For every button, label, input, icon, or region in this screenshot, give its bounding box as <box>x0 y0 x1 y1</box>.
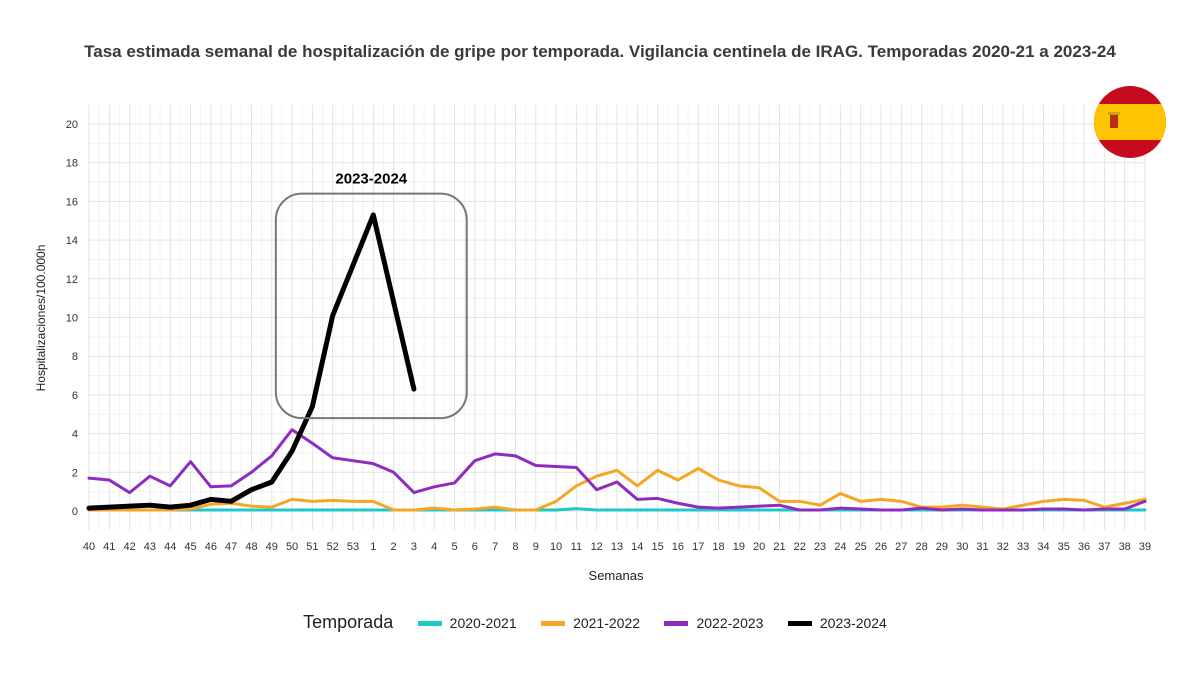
x-tick-label: 47 <box>225 541 237 553</box>
x-tick-label: 2 <box>391 541 397 553</box>
x-tick-label: 18 <box>712 541 724 553</box>
y-tick-label: 0 <box>72 506 78 518</box>
series-line-2023-2024 <box>86 212 417 511</box>
legend-label: 2022-2023 <box>696 614 764 631</box>
y-tick-label: 8 <box>72 351 78 363</box>
x-tick-label: 8 <box>512 541 518 553</box>
grid <box>88 105 1146 530</box>
legend-item-2021-2022: 2021-2022 <box>541 615 640 631</box>
x-tick-label: 33 <box>1017 541 1029 553</box>
x-tick-label: 6 <box>472 541 478 553</box>
x-tick-label: 31 <box>976 541 988 553</box>
x-tick-label: 19 <box>733 541 745 553</box>
x-tick-label: 28 <box>915 541 927 553</box>
x-tick-label: 1 <box>370 541 376 553</box>
x-tick-label: 11 <box>571 541 582 553</box>
x-tick-label: 7 <box>492 541 498 553</box>
x-tick-label: 37 <box>1098 541 1110 553</box>
x-tick-label: 40 <box>83 541 95 553</box>
x-tick-label: 5 <box>451 541 457 553</box>
series-line-2021-2022 <box>87 466 1147 512</box>
x-tick-label: 9 <box>533 541 539 553</box>
x-tick-label: 34 <box>1037 541 1049 553</box>
y-axis-ticks: 0 2 4 6 8 10 12 14 16 18 20 <box>66 119 78 518</box>
x-tick-label: 46 <box>205 541 217 553</box>
x-tick-label: 14 <box>631 541 643 553</box>
x-tick-label: 41 <box>103 541 115 553</box>
x-axis-ticks: 40 41 42 43 44 45 46 47 48 49 50 51 52 53 1 2 3 4 5 6 7 8 9 10 1… <box>83 541 1151 553</box>
x-tick-label: 3 <box>411 541 417 553</box>
y-tick-label: 16 <box>66 196 78 208</box>
x-tick-label: 21 <box>773 541 785 553</box>
x-tick-label: 51 <box>306 541 318 553</box>
legend-label: 2020-2021 <box>449 614 517 631</box>
x-tick-label: 45 <box>184 541 196 553</box>
x-tick-label: 32 <box>997 541 1009 553</box>
legend-item-2023-2024: 2023-2024 <box>787 614 887 631</box>
x-tick-label: 25 <box>855 541 867 553</box>
x-tick-label: 22 <box>794 541 806 553</box>
x-tick-label: 27 <box>895 541 907 553</box>
legend-label: 2023-2024 <box>819 614 887 631</box>
x-tick-label: 17 <box>692 541 704 553</box>
y-tick-label: 2 <box>72 467 78 479</box>
legend-swatch <box>541 621 566 627</box>
x-tick-label: 35 <box>1058 541 1070 553</box>
legend-swatch <box>417 621 442 627</box>
chart-title: Tasa estimada semanal de hospitalización… <box>84 42 1116 61</box>
series-lines <box>86 212 1147 512</box>
y-tick-label: 10 <box>66 313 78 325</box>
legend-item-2020-2021: 2020-2021 <box>417 614 517 631</box>
x-axis-label: Semanas <box>589 568 644 583</box>
x-tick-label: 48 <box>245 541 257 553</box>
legend-item-2022-2023: 2022-2023 <box>664 615 763 631</box>
x-tick-label: 36 <box>1078 541 1090 553</box>
legend-title: Temporada <box>303 612 394 632</box>
x-tick-label: 20 <box>753 541 765 553</box>
x-tick-label: 15 <box>651 541 663 553</box>
x-tick-label: 10 <box>550 541 562 553</box>
annotation-group: 2023-2024 <box>274 171 468 420</box>
annotation-label: 2023-2024 <box>335 171 407 188</box>
x-tick-label: 44 <box>164 541 176 553</box>
x-tick-label: 39 <box>1139 541 1151 553</box>
x-tick-label: 16 <box>672 541 684 553</box>
y-tick-label: 4 <box>72 429 78 441</box>
x-tick-label: 43 <box>144 541 156 553</box>
x-tick-label: 53 <box>347 541 359 553</box>
legend-label: 2021-2022 <box>573 614 641 631</box>
x-tick-label: 50 <box>286 541 298 553</box>
y-tick-label: 12 <box>66 274 78 286</box>
x-tick-label: 26 <box>875 541 887 553</box>
y-tick-label: 18 <box>66 158 78 170</box>
x-tick-label: 29 <box>936 541 948 553</box>
y-tick-label: 14 <box>66 235 78 247</box>
x-tick-label: 52 <box>327 541 339 553</box>
x-tick-label: 4 <box>431 541 437 553</box>
x-tick-label: 49 <box>266 541 278 553</box>
legend-swatch <box>664 621 689 627</box>
x-tick-label: 12 <box>591 541 603 553</box>
x-tick-label: 23 <box>814 541 826 553</box>
series-line-2022-2023 <box>87 428 1147 512</box>
legend-swatch <box>787 621 812 627</box>
x-tick-label: 42 <box>123 541 135 553</box>
x-tick-label: 38 <box>1119 541 1131 553</box>
x-tick-label: 24 <box>834 541 846 553</box>
y-tick-label: 6 <box>72 390 78 402</box>
y-tick-label: 20 <box>66 119 78 131</box>
y-axis-label: Hospitalizaciones/100.000h <box>34 245 48 392</box>
spain-flag-icon <box>1094 86 1166 158</box>
x-tick-label: 30 <box>956 541 968 553</box>
annotation-box <box>274 192 468 420</box>
legend: Temporada 2020-2021 2021-2022 2022-2023 … <box>0 612 1200 633</box>
x-tick-label: 13 <box>611 541 623 553</box>
